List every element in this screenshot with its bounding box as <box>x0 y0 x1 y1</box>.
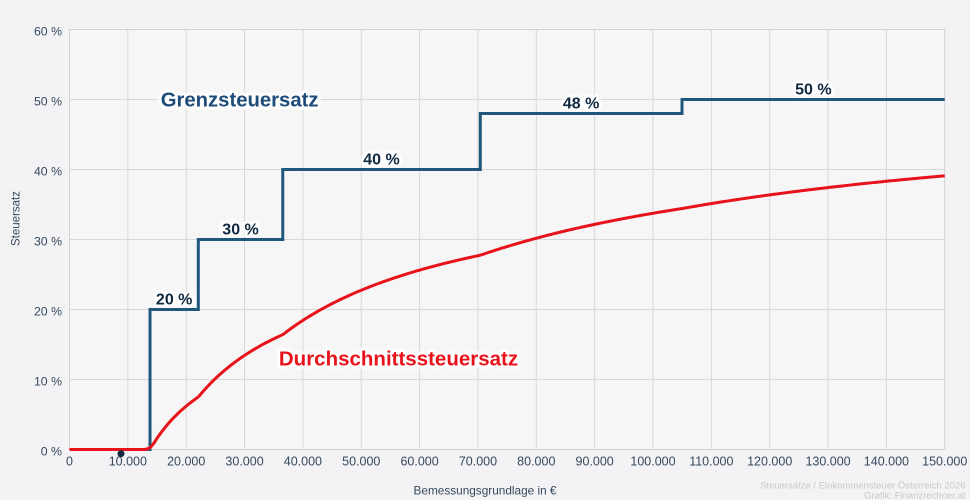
svg-text:Steuersätze / Einkommensteuer: Steuersätze / Einkommensteuer Österreich… <box>760 481 965 492</box>
svg-text:50 %: 50 % <box>795 82 831 99</box>
svg-text:50.000: 50.000 <box>342 455 380 469</box>
svg-text:30 %: 30 % <box>222 222 258 239</box>
svg-text:40 %: 40 % <box>363 152 399 169</box>
svg-text:50 %: 50 % <box>34 94 62 108</box>
svg-text:48 %: 48 % <box>563 96 599 113</box>
svg-text:Grenzsteuersatz: Grenzsteuersatz <box>161 90 319 112</box>
svg-text:40 %: 40 % <box>363 152 399 169</box>
svg-text:0: 0 <box>66 455 73 469</box>
svg-text:60 %: 60 % <box>34 24 62 38</box>
svg-text:100.000: 100.000 <box>630 455 675 469</box>
svg-text:10.000: 10.000 <box>109 455 147 469</box>
svg-text:30 %: 30 % <box>34 234 62 248</box>
svg-text:40 %: 40 % <box>34 164 62 178</box>
svg-text:20 %: 20 % <box>34 304 62 318</box>
svg-text:Grenzsteuersatz: Grenzsteuersatz <box>161 90 319 112</box>
svg-text:10 %: 10 % <box>34 374 62 388</box>
svg-text:48 %: 48 % <box>563 96 599 113</box>
svg-text:90.000: 90.000 <box>576 455 614 469</box>
svg-text:30.000: 30.000 <box>225 455 263 469</box>
svg-text:0 %: 0 % <box>41 444 62 458</box>
svg-text:20.000: 20.000 <box>167 455 205 469</box>
svg-text:140.000: 140.000 <box>864 455 909 469</box>
svg-text:Steuersatz: Steuersatz <box>11 191 23 246</box>
svg-text:Durchschnittssteuersatz: Durchschnittssteuersatz <box>279 347 518 370</box>
svg-text:Bemessungsgrundlage in €: Bemessungsgrundlage in € <box>414 484 557 498</box>
svg-text:30 %: 30 % <box>222 222 258 239</box>
svg-text:Durchschnittssteuersatz: Durchschnittssteuersatz <box>279 347 518 370</box>
svg-text:40.000: 40.000 <box>284 455 322 469</box>
svg-text:70.000: 70.000 <box>459 455 497 469</box>
svg-text:130.000: 130.000 <box>805 455 850 469</box>
svg-text:150.000: 150.000 <box>922 455 967 469</box>
svg-text:120.000: 120.000 <box>747 455 792 469</box>
svg-text:80.000: 80.000 <box>517 455 555 469</box>
svg-text:110.000: 110.000 <box>689 455 733 469</box>
svg-text:20 %: 20 % <box>156 292 192 309</box>
svg-text:60.000: 60.000 <box>400 455 438 469</box>
svg-text:50 %: 50 % <box>795 82 831 99</box>
svg-text:Grafik: Finanzrechner.at: Grafik: Finanzrechner.at <box>864 490 966 500</box>
svg-text:20 %: 20 % <box>156 292 192 309</box>
